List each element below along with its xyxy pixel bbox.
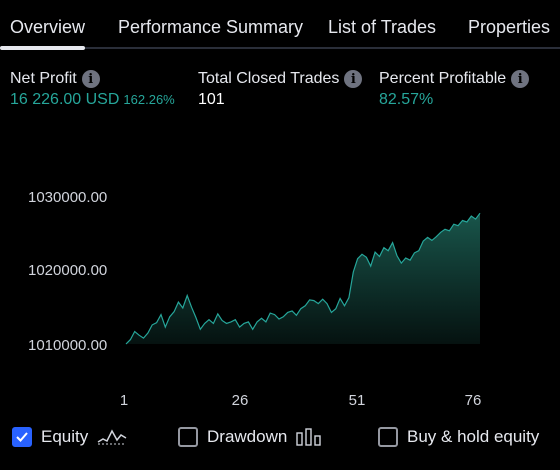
stat-total-closed-trades: Total Closed Trades i 101 [198, 70, 363, 109]
buy-hold-label: Buy & hold equity [407, 427, 540, 446]
info-icon[interactable]: i [344, 70, 363, 88]
tab-bar: Overview Performance Summary List of Tra… [0, 0, 560, 52]
drawdown-label: Drawdown [207, 427, 288, 446]
net-profit-percent: 162.26% [123, 92, 175, 107]
x-tick-label: 51 [348, 392, 366, 409]
y-tick-label: 1010000.00 [28, 337, 108, 354]
equity-checkbox[interactable] [12, 427, 32, 447]
drawdown-checkbox[interactable] [178, 427, 198, 447]
total-closed-trades-label: Total Closed Trades [198, 70, 340, 87]
net-profit-label: Net Profit [10, 70, 77, 87]
tab-overview[interactable]: Overview [10, 17, 86, 37]
percent-profitable-value: 82.57% [379, 91, 434, 108]
legend-drawdown[interactable]: Drawdown [178, 427, 322, 447]
legend-equity[interactable]: Equity [12, 427, 127, 447]
total-closed-trades-value: 101 [198, 91, 225, 108]
tab-performance-summary[interactable]: Performance Summary [118, 17, 304, 37]
x-tick-label: 76 [464, 392, 482, 409]
equity-area [126, 213, 480, 344]
tab-properties[interactable]: Properties [468, 17, 551, 37]
stat-percent-profitable: Percent Profitable i 82.57% [379, 70, 530, 109]
equity-line [125, 212, 481, 345]
y-tick-label: 1030000.00 [28, 189, 108, 206]
equity-label: Equity [41, 427, 89, 446]
equity-line-icon [97, 429, 127, 445]
stat-net-profit: Net Profit i 16 226.00 USD 162.26% [10, 70, 175, 109]
info-icon[interactable]: i [81, 70, 100, 88]
drawdown-bars-icon [296, 428, 322, 446]
y-tick-label: 1020000.00 [28, 262, 108, 279]
tabs-divider [0, 47, 560, 49]
percent-profitable-label: Percent Profitable [379, 70, 507, 87]
tab-list-of-trades[interactable]: List of Trades [328, 17, 437, 37]
info-icon[interactable]: i [511, 70, 530, 88]
active-tab-indicator [0, 46, 85, 50]
legend-buy-hold-equity[interactable]: Buy & hold equity [378, 427, 539, 447]
x-tick-label: 1 [119, 392, 129, 409]
buy-hold-checkbox[interactable] [378, 427, 398, 447]
net-profit-value: 16 226.00 USD [10, 91, 120, 108]
checkmark-icon [16, 432, 28, 442]
x-tick-label: 26 [231, 392, 249, 409]
